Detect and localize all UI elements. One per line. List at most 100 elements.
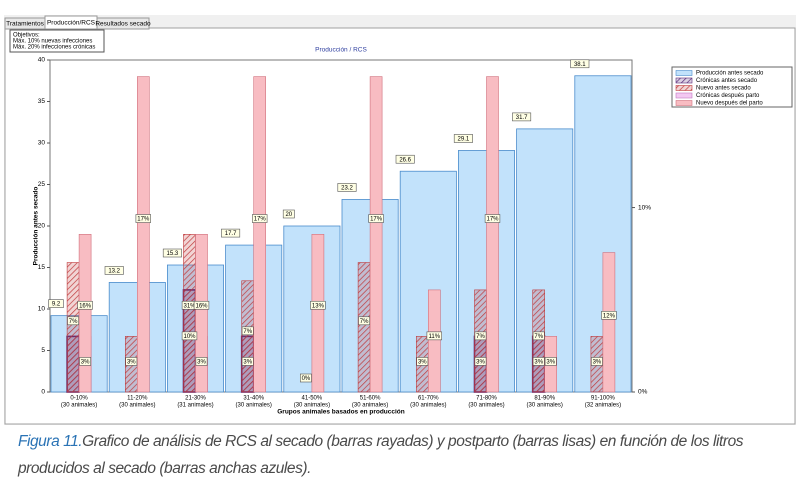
y-tick-label: 10: [38, 306, 46, 313]
data-label-box: [67, 316, 79, 326]
data-label-box: [282, 209, 295, 219]
data-label: 16%: [79, 303, 92, 309]
hatched-bar: [183, 234, 196, 393]
legend-label: Nuevo después del parto: [696, 101, 763, 107]
y-tick-label: 25: [38, 181, 46, 188]
data-label: 23.2: [341, 186, 353, 192]
objectives-line: Máx. 20% infecciones crónicas: [13, 45, 95, 51]
data-label: 7%: [534, 334, 543, 340]
x-tick-note: (30 animales): [527, 403, 563, 409]
data-label-box: [77, 300, 93, 310]
x-tick-label: 61-70%: [418, 396, 439, 402]
data-label: 15.3: [167, 251, 179, 257]
y-tick-label: 0: [41, 389, 45, 396]
data-label-box: [48, 299, 64, 308]
data-label: 3%: [81, 359, 90, 365]
data-label: 7%: [69, 319, 78, 325]
x-tick-label: 0-10%: [70, 396, 88, 402]
data-label: 3%: [593, 359, 602, 365]
y-tick-label: 30: [38, 140, 46, 147]
caption-text: Grafico de análisis de RCS al secado (ba…: [18, 433, 744, 477]
tab-label[interactable]: Tratamientos: [6, 21, 44, 28]
caption: Figura 11.Grafico de análisis de RCS al …: [18, 428, 788, 482]
hatched-bar: [474, 289, 487, 393]
legend-label: Crónicas antes secado: [696, 78, 758, 84]
hatched-bar: [357, 262, 371, 393]
x-tick-label: 11-20%: [127, 396, 148, 402]
objectives-line: Máx. 10% nuevas infecciones: [13, 39, 92, 45]
data-label: 26.6: [399, 157, 411, 163]
data-label: 0%: [302, 376, 311, 382]
data-label-box: [590, 357, 603, 366]
data-label-box: [241, 326, 254, 336]
solid-bar: [253, 76, 266, 393]
x-tick-note: (30 animales): [119, 403, 155, 409]
data-label-box: [544, 357, 557, 366]
solid-bar: [369, 76, 383, 393]
data-label: 3%: [243, 359, 252, 365]
data-label: 17%: [254, 217, 267, 223]
x-tick-note: (30 animales): [294, 403, 330, 409]
x-tick-label: 21-30%: [185, 396, 206, 402]
x-tick-note: (30 animales): [236, 403, 272, 409]
tab-label[interactable]: Resultados secado: [95, 21, 151, 28]
y-axis-label: Producción antes secado: [33, 187, 40, 266]
solid-bar: [486, 76, 499, 393]
data-label-box: [241, 357, 254, 366]
data-label-box: [484, 214, 501, 223]
data-label-box: [532, 357, 545, 366]
legend-swatch: [675, 92, 693, 99]
solid-bar: [195, 234, 208, 393]
chart-title: Producción / RCS: [315, 47, 367, 54]
y-tick-label: 35: [38, 98, 46, 105]
solid-bar: [78, 234, 92, 393]
data-label: 31.7: [516, 115, 528, 121]
x-tick-label: 71-80%: [476, 396, 497, 402]
data-label: 7%: [360, 319, 369, 325]
y2-tick-label: 0%: [638, 389, 648, 396]
data-label: 7%: [243, 329, 252, 335]
screenshot: Tratamientos Producción/RCS Resultados s…: [4, 15, 796, 425]
data-label: 3%: [127, 359, 136, 365]
data-label-box: [426, 331, 442, 341]
solid-bar: [311, 234, 325, 393]
solid-bar: [137, 76, 150, 393]
data-label: 12%: [603, 313, 616, 319]
data-label: 17.7: [225, 231, 237, 237]
data-label-box: [135, 214, 151, 223]
x-tick-note: (30 animales): [468, 403, 504, 409]
tab[interactable]: [96, 17, 150, 30]
data-label: 7%: [476, 334, 485, 340]
data-label: 17%: [486, 217, 499, 223]
data-label: 3%: [534, 359, 543, 365]
data-label: 29.1: [458, 137, 470, 143]
objectives-title: Objetivos:: [13, 33, 40, 39]
x-tick-note: (31 animales): [177, 403, 213, 409]
data-label: 31%: [183, 303, 196, 309]
x-axis-label: Grupos animales basados en producción: [277, 409, 405, 416]
data-label-box: [221, 228, 241, 238]
y2-tick-label: 10%: [638, 204, 651, 211]
x-tick-note: (30 animales): [61, 403, 97, 409]
legend-label: Nuevo antes secado: [696, 86, 751, 92]
data-label-box: [368, 214, 384, 223]
hatched-bar: [532, 289, 546, 393]
data-label: 11%: [429, 334, 441, 340]
data-label: 9.2: [52, 302, 61, 308]
data-label: 10%: [183, 334, 196, 340]
x-tick-label: 51-60%: [360, 396, 381, 402]
x-tick-note: (30 animales): [410, 403, 446, 409]
data-label: 38.1: [574, 62, 586, 68]
data-label-box: [474, 331, 487, 341]
data-label-box: [512, 112, 532, 122]
data-label-box: [104, 266, 124, 275]
solid-bar: [427, 289, 441, 393]
data-label-box: [195, 357, 208, 366]
data-label-box: [252, 214, 268, 223]
y-tick-label: 20: [38, 223, 46, 230]
tab-label[interactable]: Producción/RCS: [47, 20, 96, 27]
data-label-box: [416, 357, 429, 366]
data-label-box: [601, 311, 617, 320]
hatched-bar: [66, 262, 80, 393]
